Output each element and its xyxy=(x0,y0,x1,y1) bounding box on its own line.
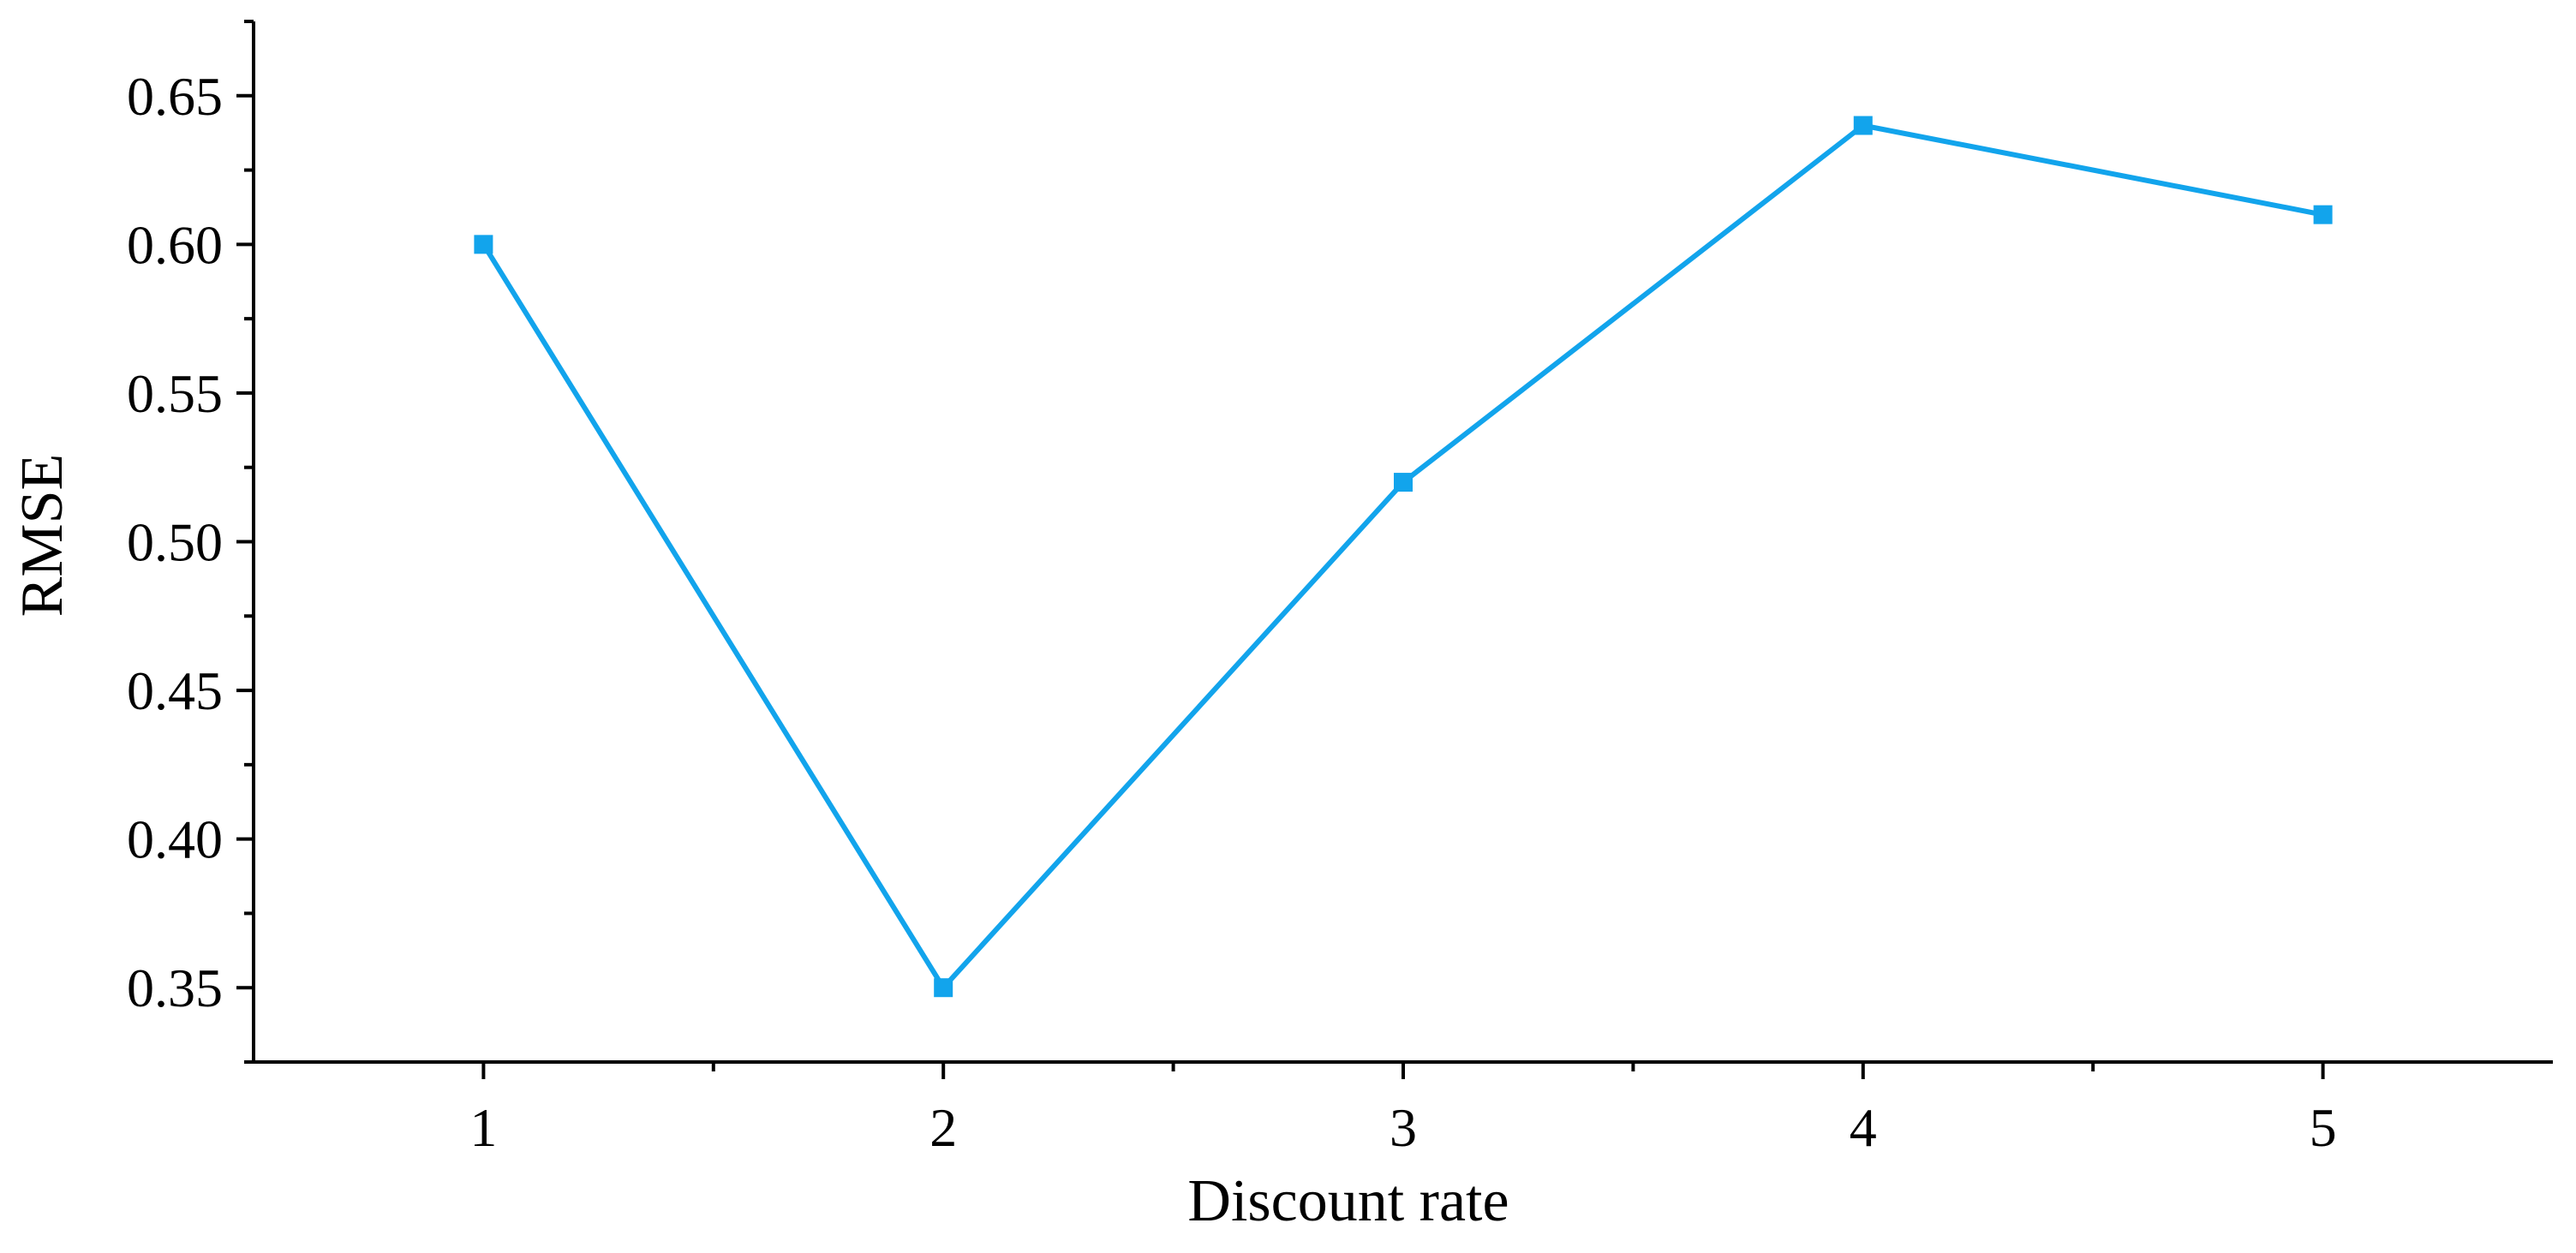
ticks: 0.35 0.40 0.45 0.50 0.55 0.60 0.65 1 2 3 4 5 xyxy=(127,20,2337,1158)
data-point-marker xyxy=(934,978,953,998)
y-tick-label: 0.50 xyxy=(127,512,223,573)
y-tick-label: 0.60 xyxy=(127,214,223,275)
x-tick-label: 3 xyxy=(1390,1097,1417,1158)
data-point-marker xyxy=(474,235,493,254)
x-tick-label: 4 xyxy=(1850,1097,1877,1158)
x-tick-label: 5 xyxy=(2310,1097,2337,1158)
x-axis-title: Discount rate xyxy=(1187,1168,1509,1234)
y-tick-label: 0.45 xyxy=(127,660,223,721)
y-tick-label: 0.55 xyxy=(127,363,223,424)
series-layer xyxy=(474,116,2333,998)
data-point-marker xyxy=(1394,473,1413,492)
series-line xyxy=(481,122,2324,993)
y-tick-label: 0.40 xyxy=(127,809,223,870)
y-tick-label: 0.35 xyxy=(127,958,223,1018)
y-tick-label: 0.65 xyxy=(127,66,223,127)
axes xyxy=(252,21,2553,1064)
x-tick-label: 2 xyxy=(929,1097,957,1158)
y-axis-title: RMSE xyxy=(9,454,75,618)
data-point-marker xyxy=(2313,205,2333,224)
data-point-marker xyxy=(1853,116,1873,135)
x-tick-label: 1 xyxy=(469,1097,497,1158)
